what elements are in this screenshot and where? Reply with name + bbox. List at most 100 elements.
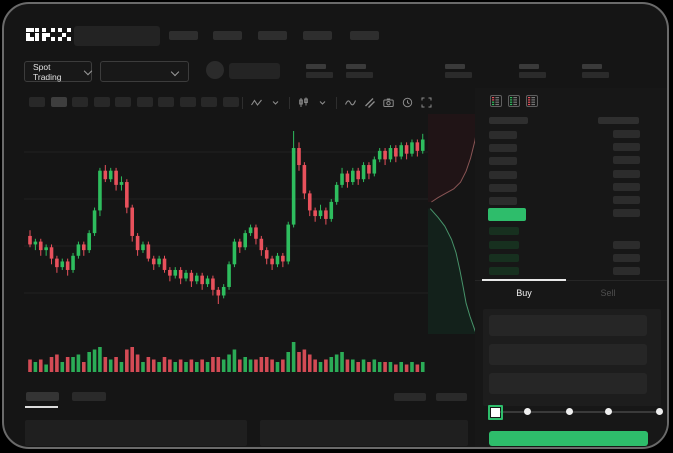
timeframe-button-placeholder[interactable] (72, 97, 88, 107)
logo-pixel (66, 28, 71, 33)
ask-price-placeholder[interactable] (489, 157, 517, 165)
amount-placeholder (613, 241, 640, 249)
timeframe-button-placeholder[interactable] (29, 97, 45, 107)
line-style-icon[interactable] (345, 97, 356, 108)
logo-pixel (50, 28, 55, 33)
logo-pixel (42, 28, 46, 33)
chevron-down-icon[interactable] (270, 97, 281, 108)
timeframe-button-placeholder[interactable] (179, 97, 196, 107)
orderbook-view-asks-icon[interactable] (526, 95, 538, 107)
slider-stop[interactable] (655, 408, 663, 415)
stat-label-placeholder (306, 64, 326, 69)
timeframe-button-placeholder[interactable] (222, 97, 239, 107)
amount-placeholder (613, 183, 640, 191)
stat-value-placeholder (445, 72, 472, 78)
logo-pixel (42, 37, 46, 42)
orderbook-view-all-icon[interactable] (490, 95, 502, 107)
device-frame: Spot Trading Buy Sell (2, 2, 669, 449)
order-input-placeholder[interactable] (489, 315, 647, 336)
nav-item-placeholder[interactable] (213, 31, 242, 40)
candle-type-icon[interactable] (298, 97, 309, 108)
slider-stop[interactable] (565, 408, 573, 415)
chevron-down-icon (170, 67, 180, 77)
search-placeholder[interactable] (74, 26, 160, 46)
orderbook-amount-header-placeholder (598, 117, 639, 124)
logo-pixel (42, 32, 46, 37)
last-price-highlight[interactable] (488, 208, 526, 221)
bottom-action-placeholder[interactable] (436, 393, 467, 401)
chart-tools (242, 96, 432, 109)
orders-table-placeholder (25, 420, 247, 446)
toolbar-separator (336, 96, 337, 109)
tab-sell[interactable]: Sell (600, 288, 616, 298)
logo-pixel (58, 28, 62, 33)
orderbook-price-header-placeholder (489, 117, 528, 124)
bottom-tab-active-placeholder[interactable] (26, 392, 59, 401)
stat-value-placeholder (346, 72, 373, 78)
toolbar-separator (242, 96, 243, 109)
chevron-down-icon[interactable] (317, 97, 328, 108)
orderbook-view-bids-icon[interactable] (508, 95, 520, 107)
stat-value-placeholder (519, 72, 546, 78)
amount-placeholder (613, 209, 640, 217)
logo-pixel (26, 32, 30, 37)
compare-icon[interactable] (364, 97, 375, 108)
timeframe-button-placeholder[interactable] (115, 97, 131, 107)
timeframe-button-placeholder[interactable] (93, 97, 110, 107)
slider-stop[interactable] (523, 408, 531, 415)
amount-placeholder (613, 267, 640, 275)
nav-item-placeholder[interactable] (169, 31, 198, 40)
pair-coin-avatar (206, 61, 224, 79)
amount-placeholder (613, 170, 640, 178)
timeframe-button-placeholder[interactable] (158, 97, 174, 107)
ask-price-placeholder[interactable] (489, 131, 517, 139)
pair-dropdown[interactable] (100, 61, 189, 82)
nav-item-placeholder[interactable] (303, 31, 332, 40)
ask-price-placeholder[interactable] (489, 197, 517, 205)
pair-name-placeholder (229, 63, 280, 79)
amount-placeholder (613, 254, 640, 262)
order-input-placeholder[interactable] (489, 344, 647, 365)
orders-table-placeholder (260, 420, 468, 446)
slider-stop[interactable] (604, 408, 612, 415)
market-type-dropdown[interactable]: Spot Trading (24, 61, 93, 82)
stat-label-placeholder (445, 64, 465, 69)
camera-icon[interactable] (383, 97, 394, 108)
bid-price-placeholder[interactable] (489, 267, 519, 275)
bid-price-placeholder[interactable] (489, 241, 519, 249)
bid-price-placeholder[interactable] (489, 254, 519, 262)
stat-value-placeholder (582, 72, 609, 78)
timeframe-button-placeholder[interactable] (50, 97, 67, 107)
fullscreen-icon[interactable] (421, 97, 432, 108)
nav-item-placeholder[interactable] (350, 31, 379, 40)
tab-buy[interactable]: Buy (516, 288, 532, 298)
ask-price-placeholder[interactable] (489, 171, 517, 179)
slider-handle[interactable] (488, 405, 503, 420)
logo-pixel (62, 32, 67, 37)
bottom-action-placeholder[interactable] (394, 393, 426, 401)
order-input-placeholder[interactable] (489, 373, 647, 394)
amount-slider-track[interactable] (493, 411, 659, 413)
bid-price-placeholder[interactable] (489, 227, 519, 235)
amount-placeholder (613, 196, 640, 204)
logo-pixel (66, 37, 71, 42)
buy-submit-button[interactable] (489, 431, 648, 446)
ask-price-placeholder[interactable] (489, 184, 517, 192)
stat-value-placeholder (306, 72, 333, 78)
orderbook-view-toggles (490, 95, 538, 107)
amount-placeholder (613, 130, 640, 138)
bottom-tab-underline (25, 406, 58, 408)
timeframe-button-placeholder[interactable] (136, 97, 153, 107)
nav-item-placeholder[interactable] (258, 31, 287, 40)
logo-pixel (26, 28, 30, 33)
amount-placeholder (613, 156, 640, 164)
ask-price-placeholder[interactable] (489, 144, 517, 152)
bottom-tab-placeholder[interactable] (72, 392, 106, 401)
logo-pixel (26, 37, 30, 42)
indicators-icon[interactable] (251, 97, 262, 108)
price-chart[interactable] (24, 116, 428, 376)
tabs-divider (475, 280, 667, 281)
timeframe-button-placeholder[interactable] (201, 97, 217, 107)
history-icon[interactable] (402, 97, 413, 108)
stat-label-placeholder (582, 64, 602, 69)
